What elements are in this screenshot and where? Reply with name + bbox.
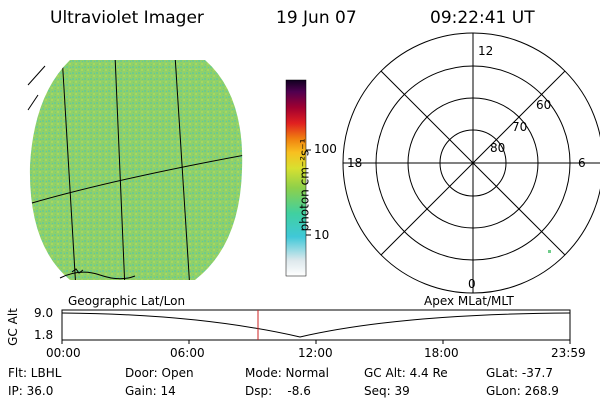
altplot-ymin: 1.8 <box>34 328 54 342</box>
glon-info: GLon: 268.9 <box>486 384 559 398</box>
mode-info: Mode: Normal <box>245 366 329 380</box>
gain-info: Gain: 14 <box>125 384 176 398</box>
x-tick-0000: 00:00 <box>46 346 81 360</box>
x-tick-2359: 23:59 <box>551 346 586 360</box>
earth-image <box>29 60 243 280</box>
polar-grid <box>342 32 600 294</box>
lat-label-60: 60 <box>536 98 552 112</box>
lat-label-70: 70 <box>512 120 528 134</box>
lat-label-80: 80 <box>490 141 506 155</box>
x-tick-1200: 12:00 <box>298 346 333 360</box>
glat-info: GLat: -37.7 <box>486 366 553 380</box>
mlt-label-12: 12 <box>478 44 494 58</box>
colorbar-label: photon cm⁻²s⁻¹ <box>297 138 312 232</box>
altplot-ymax: 9.0 <box>34 306 54 320</box>
colorbar <box>285 79 307 277</box>
gc-alt-info: GC Alt: 4.4 Re <box>364 366 448 380</box>
geographic-label: Geographic Lat/Lon <box>68 294 186 308</box>
ip-info: IP: 36.0 <box>8 384 54 398</box>
instrument-title: Ultraviolet Imager <box>50 8 204 28</box>
apex-label: Apex MLat/MLT <box>424 294 514 308</box>
mlt-label-18: 18 <box>347 156 363 170</box>
colorbar-tick-100: 100 <box>314 142 337 156</box>
seq-info: Seq: 39 <box>364 384 410 398</box>
filter-info: Flt: LBHL <box>8 366 62 380</box>
mlt-label-6: 6 <box>578 156 586 170</box>
x-tick-1800: 18:00 <box>424 346 459 360</box>
mlt-label-0: 0 <box>468 277 476 291</box>
altplot-ylabel: GC Alt <box>5 308 20 346</box>
time-label: 09:22:41 UT <box>430 8 535 28</box>
dsp-info: Dsp: -8.6 <box>245 384 311 398</box>
colorbar-tick-10: 10 <box>314 228 330 242</box>
date-label: 19 Jun 07 <box>276 8 357 28</box>
x-tick-0600: 06:00 <box>170 346 205 360</box>
door-info: Door: Open <box>125 366 194 380</box>
